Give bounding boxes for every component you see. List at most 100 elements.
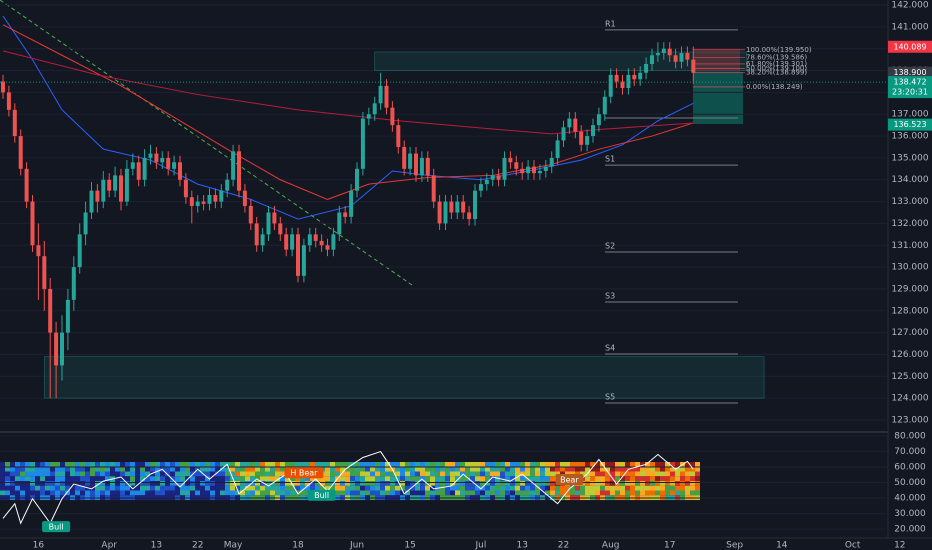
heat-cell [105, 476, 110, 482]
heat-cell [55, 490, 60, 496]
x-tick-label: 13 [516, 541, 527, 550]
heat-cell [75, 481, 80, 486]
heat-cell [385, 490, 390, 496]
heat-cell [125, 485, 130, 491]
heat-cell [315, 462, 320, 467]
heat-cell [25, 485, 30, 491]
heat-cell [265, 481, 270, 486]
x-tick-label: Sep [726, 541, 743, 550]
heat-cell [295, 462, 300, 467]
heat-cell [140, 471, 145, 477]
heat-cell [275, 466, 280, 472]
heat-cell [675, 485, 680, 491]
heat-cell [665, 471, 670, 477]
heat-cell [110, 490, 115, 496]
heat-cell [100, 485, 105, 491]
heat-cell [175, 471, 180, 477]
candle-body [254, 223, 259, 246]
candle-body [467, 212, 472, 220]
heat-cell [455, 471, 460, 477]
heat-cell [340, 462, 345, 467]
heat-cell [345, 471, 350, 477]
heat-cell [60, 471, 65, 477]
heat-cell [200, 485, 205, 491]
heat-cell [560, 466, 565, 472]
heat-cell [100, 490, 105, 496]
heat-cell [535, 476, 540, 482]
heat-cell [635, 476, 640, 482]
heat-cell [675, 471, 680, 477]
heat-cell [205, 471, 210, 477]
heat-cell [550, 490, 555, 496]
candle-body [437, 201, 442, 224]
heat-cell [360, 466, 365, 472]
heat-cell [145, 462, 150, 467]
heat-cell [130, 462, 135, 467]
x-tick-label: 18 [292, 541, 304, 550]
heat-cell [605, 485, 610, 491]
price-tag: 136.523 [893, 120, 926, 129]
heat-cell [30, 490, 35, 496]
tag-bg [888, 66, 932, 79]
candle-body [360, 118, 365, 169]
heat-cell [45, 462, 50, 467]
heat-cell [395, 462, 400, 467]
heat-cell [240, 462, 245, 467]
heat-cell [290, 481, 295, 486]
heat-cell [365, 471, 370, 477]
heat-cell [20, 471, 25, 477]
heat-cell [410, 462, 415, 467]
heat-cell [175, 481, 180, 486]
heat-cell [500, 466, 505, 472]
heat-cell [505, 485, 510, 491]
x-tick-label: Jun [349, 541, 364, 550]
heat-cell [685, 476, 690, 482]
heat-cell [465, 481, 470, 486]
heat-cell [690, 476, 695, 482]
heat-cell [605, 490, 610, 496]
heat-cell [375, 476, 380, 482]
heat-cell [575, 490, 580, 496]
candle-body [478, 184, 483, 191]
heat-cell [515, 490, 520, 496]
heat-cell [10, 462, 15, 467]
heat-cell [360, 476, 365, 482]
heat-cell [235, 462, 240, 467]
fib-label: 50.00%(139.100) [746, 64, 807, 72]
heat-cell [0, 476, 5, 482]
heat-cell [390, 476, 395, 482]
heat-cell [510, 481, 515, 486]
heat-cell [280, 476, 285, 482]
heat-cell [470, 481, 475, 486]
heat-cell [370, 476, 375, 482]
heat-cell [155, 476, 160, 482]
heat-cell [65, 471, 70, 477]
heat-cell [390, 490, 395, 496]
heat-cell [525, 481, 530, 486]
candle-body [307, 234, 312, 246]
heat-cell [40, 476, 45, 482]
heat-cell [425, 476, 430, 482]
signal-badge [555, 474, 584, 486]
heat-cell [695, 471, 700, 477]
heat-cell [225, 490, 230, 496]
heat-cell [635, 481, 640, 486]
heat-cell [340, 471, 345, 477]
heat-cell [25, 490, 30, 496]
pivot-label: S5 [605, 392, 615, 401]
heat-cell [275, 490, 280, 496]
candle-body [331, 234, 336, 250]
heat-cell [65, 476, 70, 482]
candle-body [183, 179, 188, 198]
heat-cell [155, 481, 160, 486]
heat-cell [340, 485, 345, 491]
y-tick-label: 129.000 [891, 284, 928, 294]
heat-cell [595, 476, 600, 482]
heat-cell [300, 462, 305, 467]
heat-cell [410, 481, 415, 486]
heat-cell [375, 490, 380, 496]
heat-cell [375, 481, 380, 486]
heat-cell [45, 481, 50, 486]
heat-cell [610, 485, 615, 491]
